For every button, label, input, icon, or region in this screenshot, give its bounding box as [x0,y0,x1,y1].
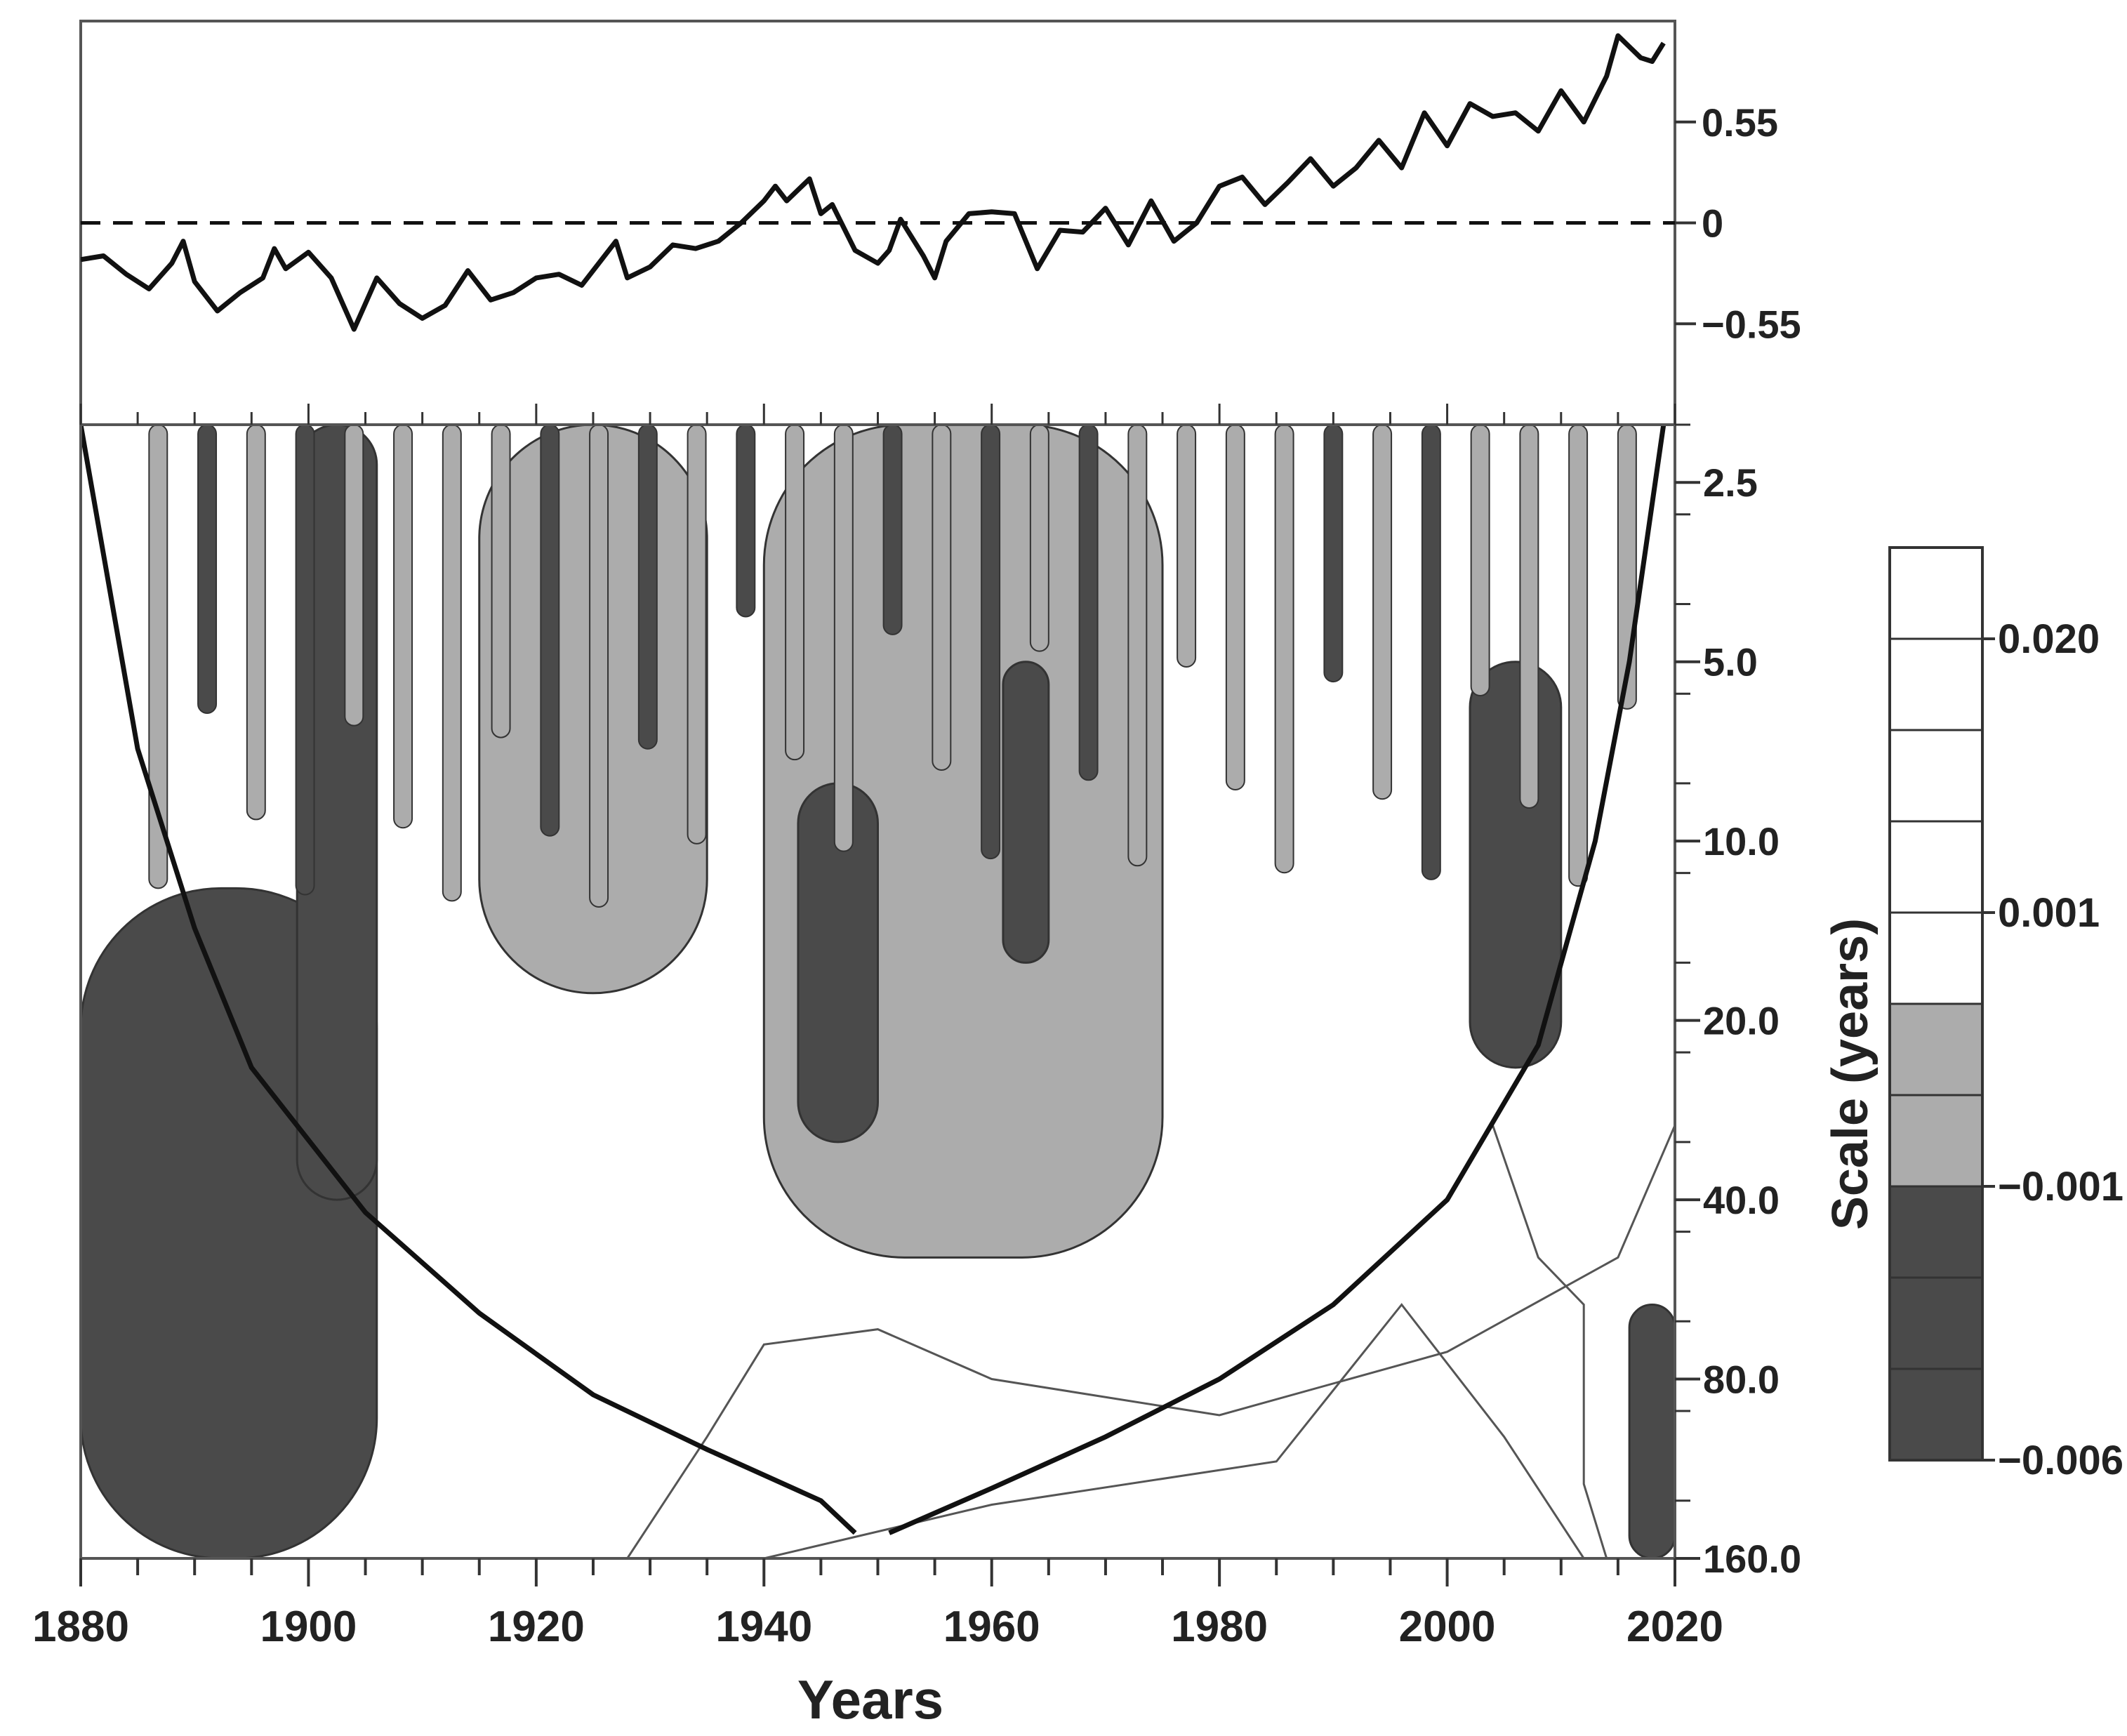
scale-tick-label: 2.5 [1703,460,1758,505]
colorbar-cell [1888,546,1984,640]
high-frequency-band [1078,425,1099,781]
high-frequency-band [1225,425,1245,791]
scale-tick-label: 20.0 [1703,999,1780,1043]
high-frequency-band [1421,425,1441,880]
colorbar-cell [1888,1367,1984,1462]
high-frequency-band [197,425,218,714]
high-frequency-band [491,425,511,738]
high-frequency-band [1127,425,1148,867]
high-frequency-band [736,425,756,618]
colorbar-label: 0.001 [1998,890,2100,936]
year-tick-label: 2000 [1399,1603,1496,1651]
high-frequency-band [833,425,854,852]
anomaly-y-tick-label: −0.55 [1702,302,1801,346]
cone-of-influence-right [888,425,1667,1535]
anomaly-y-tick-label: 0 [1702,201,1723,246]
low-power-1963 [1002,661,1050,964]
colorbar-cell [1888,820,1984,914]
high-frequency-band [148,425,168,889]
wavelet-panel: 2.5 5.0 10.0 20.0 40.0 80.0 160.0 1880 1… [32,404,1878,1730]
high-frequency-band [540,425,560,837]
high-frequency-band [1274,425,1294,874]
colorbar-cell [1888,1094,1984,1188]
year-tick-label: 1980 [1171,1603,1268,1651]
contour-line [763,1303,1585,1558]
high-frequency-band [932,425,952,771]
colorbar: 0.020 0.001 −0.001 −0.006 [1888,546,2123,1483]
high-frequency-band [1372,425,1393,800]
high-frequency-band [882,425,903,635]
anomaly-y-tick-label: 0.55 [1702,100,1778,145]
colorbar-frame [1888,546,1984,1462]
high-frequency-band [1029,425,1049,652]
y-axis-title: Scale (years) [1822,918,1878,1230]
scale-tick-label: 80.0 [1703,1358,1780,1402]
anomaly-y-ticks [1675,120,1696,326]
scale-axis-ticks [1675,423,1700,1560]
scale-tick-label: 160.0 [1703,1537,1801,1581]
high-frequency-band [637,425,658,750]
x-axis-title: Years [797,1669,943,1730]
high-frequency-band [589,425,609,908]
anomaly-panel: 0.55 0 −0.55 [79,20,1801,426]
high-frequency-band [344,425,364,727]
high-frequency-band [687,425,707,844]
high-frequency-band [295,425,315,896]
year-tick-label: 1920 [488,1603,585,1651]
contour-line [626,1125,1675,1558]
high-frequency-band [1177,425,1197,668]
contour-line [1492,1125,1608,1558]
low-power-2018 [1628,1304,1675,1558]
colorbar-label: −0.001 [1998,1164,2123,1210]
high-frequency-band [785,425,805,761]
colorbar-cell [1888,1185,1984,1279]
high-frequency-band [1568,425,1589,887]
colorbar-cell [1888,637,1984,731]
scale-tick-label: 5.0 [1703,640,1758,684]
high-frequency-band [246,425,266,821]
high-frequency-band [442,425,462,902]
high-frequency-band [981,425,1001,860]
colorbar-cell [1888,911,1984,1005]
year-tick-label: 1880 [32,1603,129,1651]
year-tick-label: 2020 [1626,1603,1723,1651]
high-frequency-band [1323,425,1344,683]
colorbar-cell [1888,729,1984,823]
colorbar-cell [1888,1002,1984,1096]
colorbar-label: 0.020 [1998,616,2100,662]
high-frequency-band [393,425,413,829]
colorbar-cell [1888,1276,1984,1370]
cone-of-influence-left [81,425,857,1535]
anomaly-series-line [81,33,1666,332]
colorbar-label: −0.006 [1998,1438,2123,1483]
year-tick-label: 1900 [260,1603,357,1651]
scale-tick-label: 10.0 [1703,819,1780,863]
year-tick-label: 1940 [715,1603,812,1651]
wavelet-contours [81,425,1675,1558]
year-tick-label: 1960 [943,1603,1040,1651]
high-frequency-band [1470,425,1490,696]
scale-tick-label: 40.0 [1703,1178,1780,1222]
year-axis-ticks [79,404,1676,1586]
high-frequency-band [1519,425,1539,809]
